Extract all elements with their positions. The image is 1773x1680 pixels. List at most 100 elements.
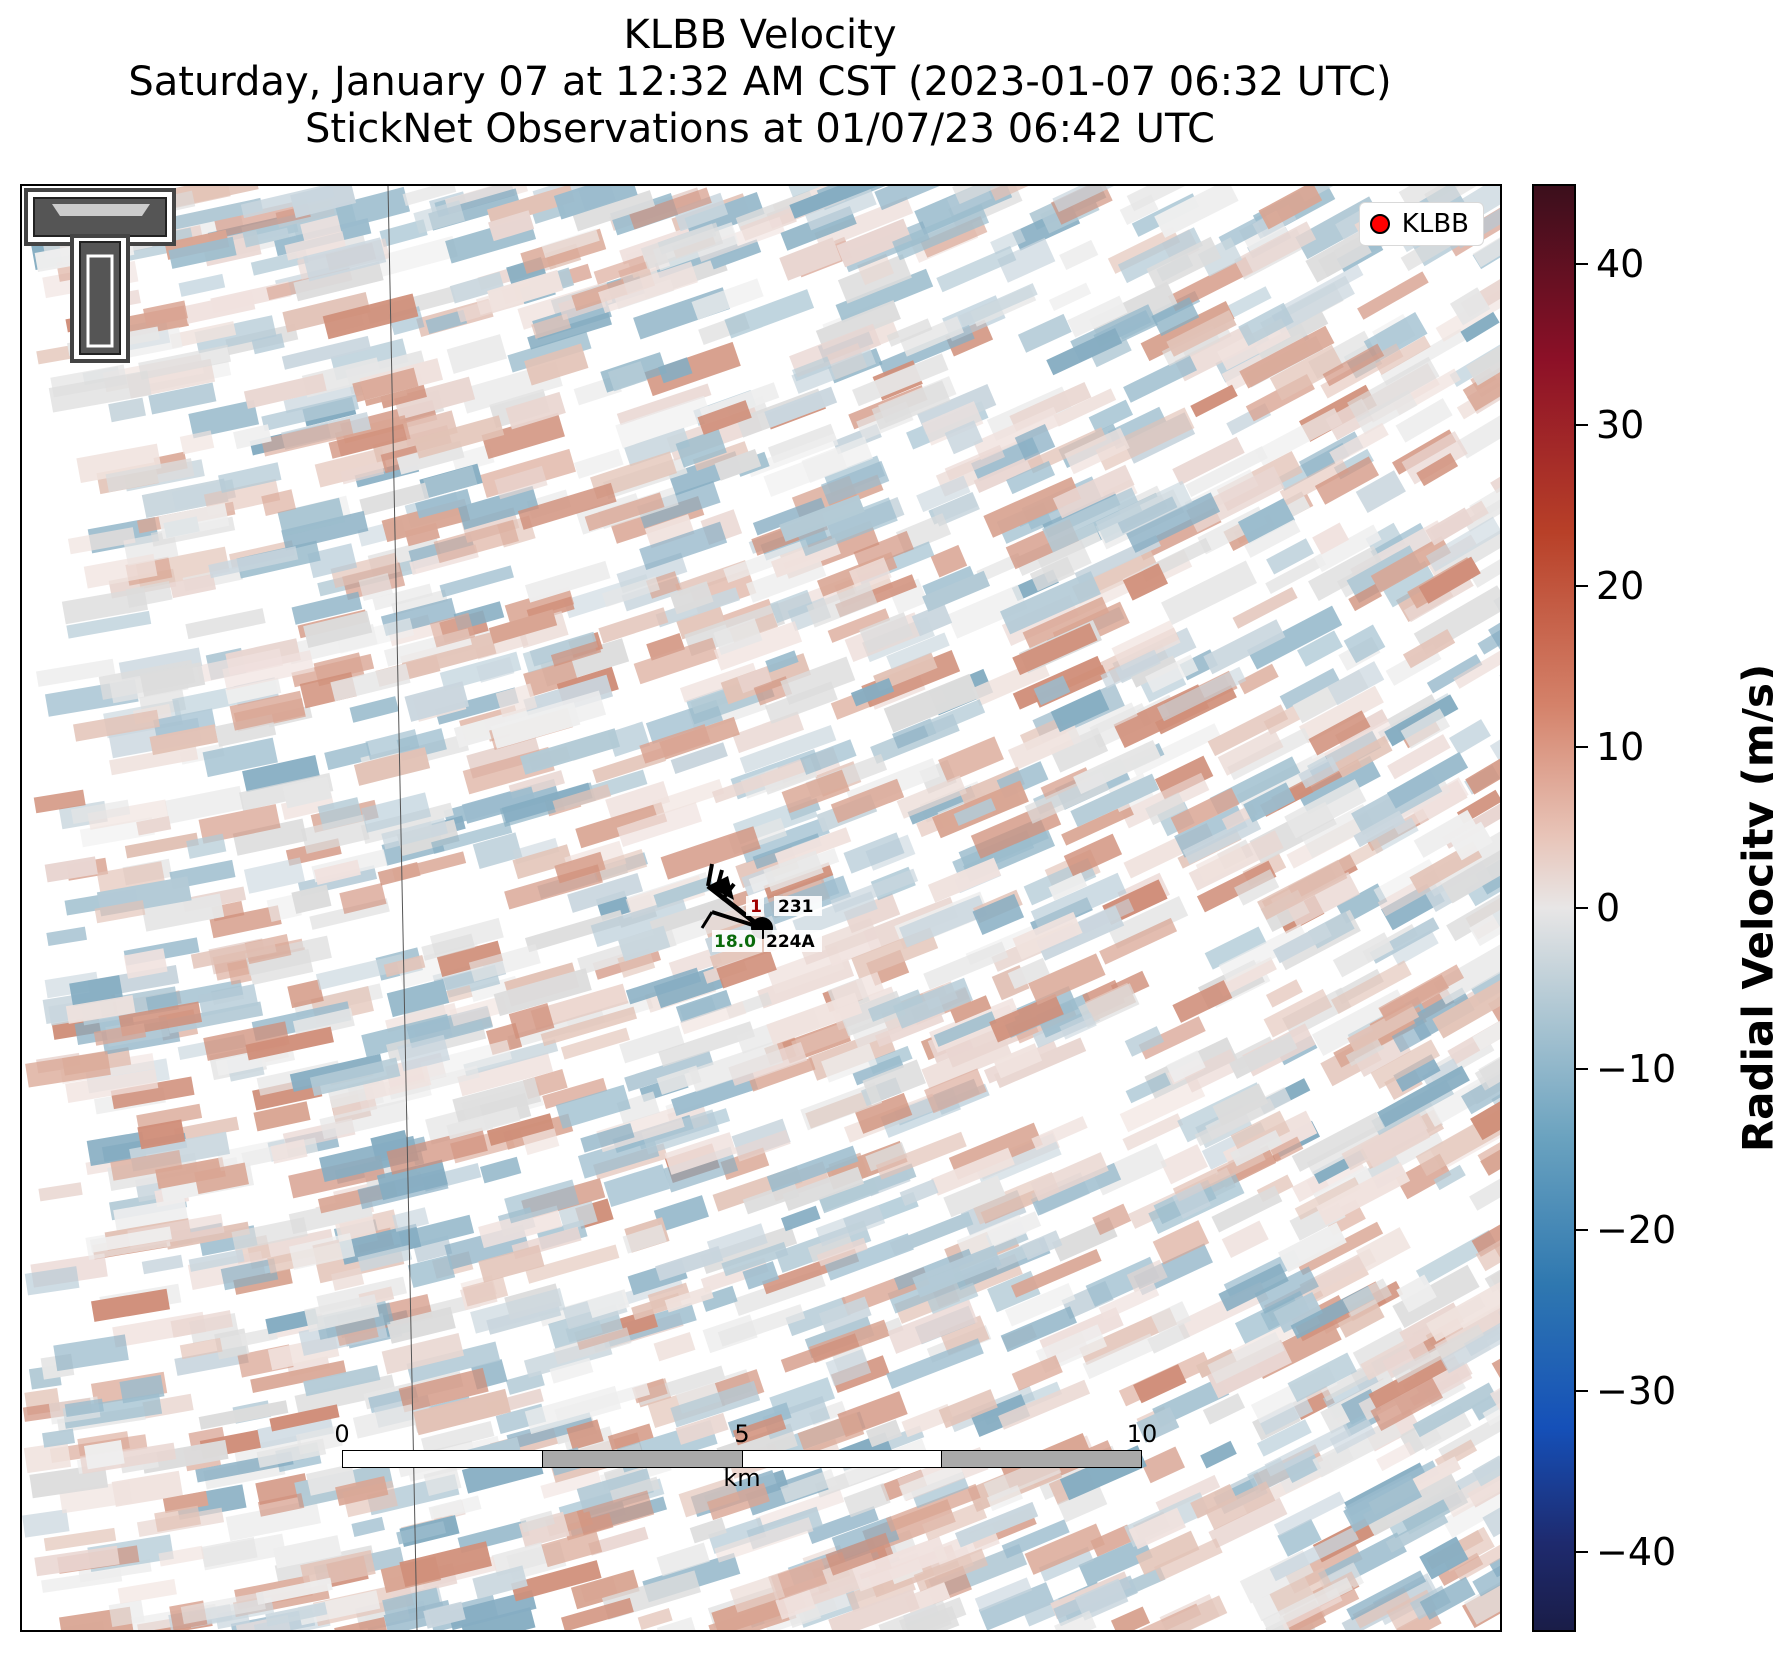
- velocity-bin: [291, 591, 363, 625]
- velocity-bin: [998, 1379, 1091, 1430]
- velocity-bin: [938, 736, 1004, 783]
- colorbar-tick-mark: [1576, 1228, 1588, 1231]
- velocity-bin: [1416, 452, 1459, 487]
- velocity-bin: [540, 1469, 602, 1499]
- velocity-bin: [878, 1600, 952, 1630]
- velocity-bin: [1063, 833, 1123, 877]
- velocity-bin: [670, 1380, 761, 1428]
- velocity-bin: [282, 776, 332, 809]
- velocity-bin: [550, 640, 602, 667]
- velocity-bin: [328, 423, 408, 459]
- velocity-bin: [243, 857, 306, 894]
- velocity-bin: [1203, 619, 1286, 675]
- velocity-bin: [1352, 1587, 1412, 1629]
- velocity-bin: [1272, 922, 1332, 964]
- velocity-bin: [1078, 898, 1135, 935]
- velocity-bin: [1472, 1455, 1500, 1487]
- velocity-bin: [1258, 1395, 1314, 1436]
- velocity-bin: [1355, 1227, 1411, 1272]
- velocity-bin: [1376, 1441, 1416, 1472]
- velocity-bin: [1419, 1536, 1469, 1580]
- velocity-bin: [149, 724, 219, 756]
- velocity-bin: [351, 1516, 385, 1537]
- velocity-bin: [644, 514, 695, 549]
- velocity-bin: [203, 1021, 290, 1061]
- velocity-bin: [575, 802, 668, 849]
- velocity-bin: [42, 1428, 75, 1448]
- colorbar-tick-mark: [1576, 1389, 1588, 1392]
- velocity-bin: [1207, 704, 1289, 757]
- velocity-bin: [629, 187, 712, 230]
- velocity-bin: [653, 1195, 709, 1233]
- velocity-bin: [433, 519, 519, 564]
- velocity-bin: [1098, 1282, 1160, 1321]
- velocity-bin: [79, 817, 155, 848]
- velocity-bin: [164, 785, 245, 824]
- velocity-bin: [1387, 734, 1451, 780]
- velocity-bin: [519, 728, 621, 775]
- velocity-bin: [1472, 1002, 1500, 1051]
- velocity-bin: [257, 1414, 335, 1449]
- velocity-bin: [398, 1367, 489, 1413]
- velocity-bin: [775, 1588, 816, 1620]
- velocity-bin: [1035, 992, 1098, 1038]
- velocity-bin: [1284, 779, 1367, 839]
- velocity-bin: [314, 447, 388, 488]
- velocity-bin: [584, 492, 665, 532]
- velocity-bin: [335, 1476, 389, 1506]
- velocity-bin: [1122, 1113, 1184, 1151]
- colorbar-tick-mark: [1576, 1067, 1588, 1070]
- velocity-bin: [874, 1010, 945, 1047]
- velocity-bin: [303, 1365, 381, 1397]
- velocity-bin: [797, 1412, 865, 1456]
- velocity-bin: [304, 1294, 380, 1333]
- velocity-bin: [1070, 773, 1160, 827]
- velocity-bin: [222, 650, 315, 691]
- velocity-bin: [580, 1123, 635, 1153]
- velocity-bin: [1052, 186, 1131, 213]
- velocity-bin: [1012, 911, 1083, 960]
- colorbar-tick-label: 0: [1596, 886, 1621, 930]
- velocity-bin: [763, 850, 824, 892]
- velocity-bin: [523, 659, 579, 697]
- velocity-bin: [415, 488, 472, 519]
- velocity-bin: [799, 917, 879, 965]
- velocity-bin: [552, 784, 612, 813]
- velocity-bin: [624, 1050, 714, 1092]
- velocity-bin: [1269, 1567, 1335, 1617]
- velocity-bin: [540, 1006, 638, 1047]
- velocity-bin: [449, 995, 508, 1027]
- station-plot[interactable]: 1 231 18.0 224A: [22, 186, 1500, 1630]
- velocity-bin: [352, 367, 419, 403]
- velocity-bin: [315, 954, 406, 990]
- velocity-bin: [791, 1021, 851, 1058]
- velocity-bin: [70, 799, 131, 825]
- radar-map[interactable]: KLBB 1 231 18.0 224A: [20, 184, 1502, 1632]
- station-id-top: 231: [778, 897, 814, 917]
- velocity-bin: [250, 1360, 347, 1393]
- velocity-bin: [1375, 335, 1431, 375]
- velocity-bin: [668, 946, 723, 979]
- velocity-bin: [1064, 427, 1130, 475]
- velocity-bin: [53, 1334, 129, 1372]
- velocity-bin: [436, 940, 504, 978]
- legend-label: KLBB: [1401, 209, 1469, 239]
- velocity-bin: [1126, 492, 1221, 553]
- velocity-bin: [1074, 1578, 1129, 1621]
- velocity-bin: [570, 1569, 640, 1610]
- velocity-bin: [1166, 310, 1237, 357]
- velocity-bin: [457, 485, 539, 530]
- velocity-bin: [1347, 1003, 1420, 1052]
- velocity-bin: [1133, 1364, 1187, 1404]
- velocity-bin: [898, 895, 988, 948]
- velocity-bin: [1331, 960, 1412, 1014]
- velocity-bin: [601, 576, 660, 608]
- velocity-bin: [486, 1113, 555, 1146]
- velocity-bin: [65, 1068, 159, 1103]
- title-line-2: Saturday, January 07 at 12:32 AM CST (20…: [128, 59, 1392, 105]
- velocity-bin: [386, 1306, 456, 1344]
- velocity-bin: [598, 261, 698, 314]
- velocity-bin: [766, 1145, 859, 1193]
- velocity-bin: [616, 802, 703, 848]
- velocity-bin: [764, 386, 838, 428]
